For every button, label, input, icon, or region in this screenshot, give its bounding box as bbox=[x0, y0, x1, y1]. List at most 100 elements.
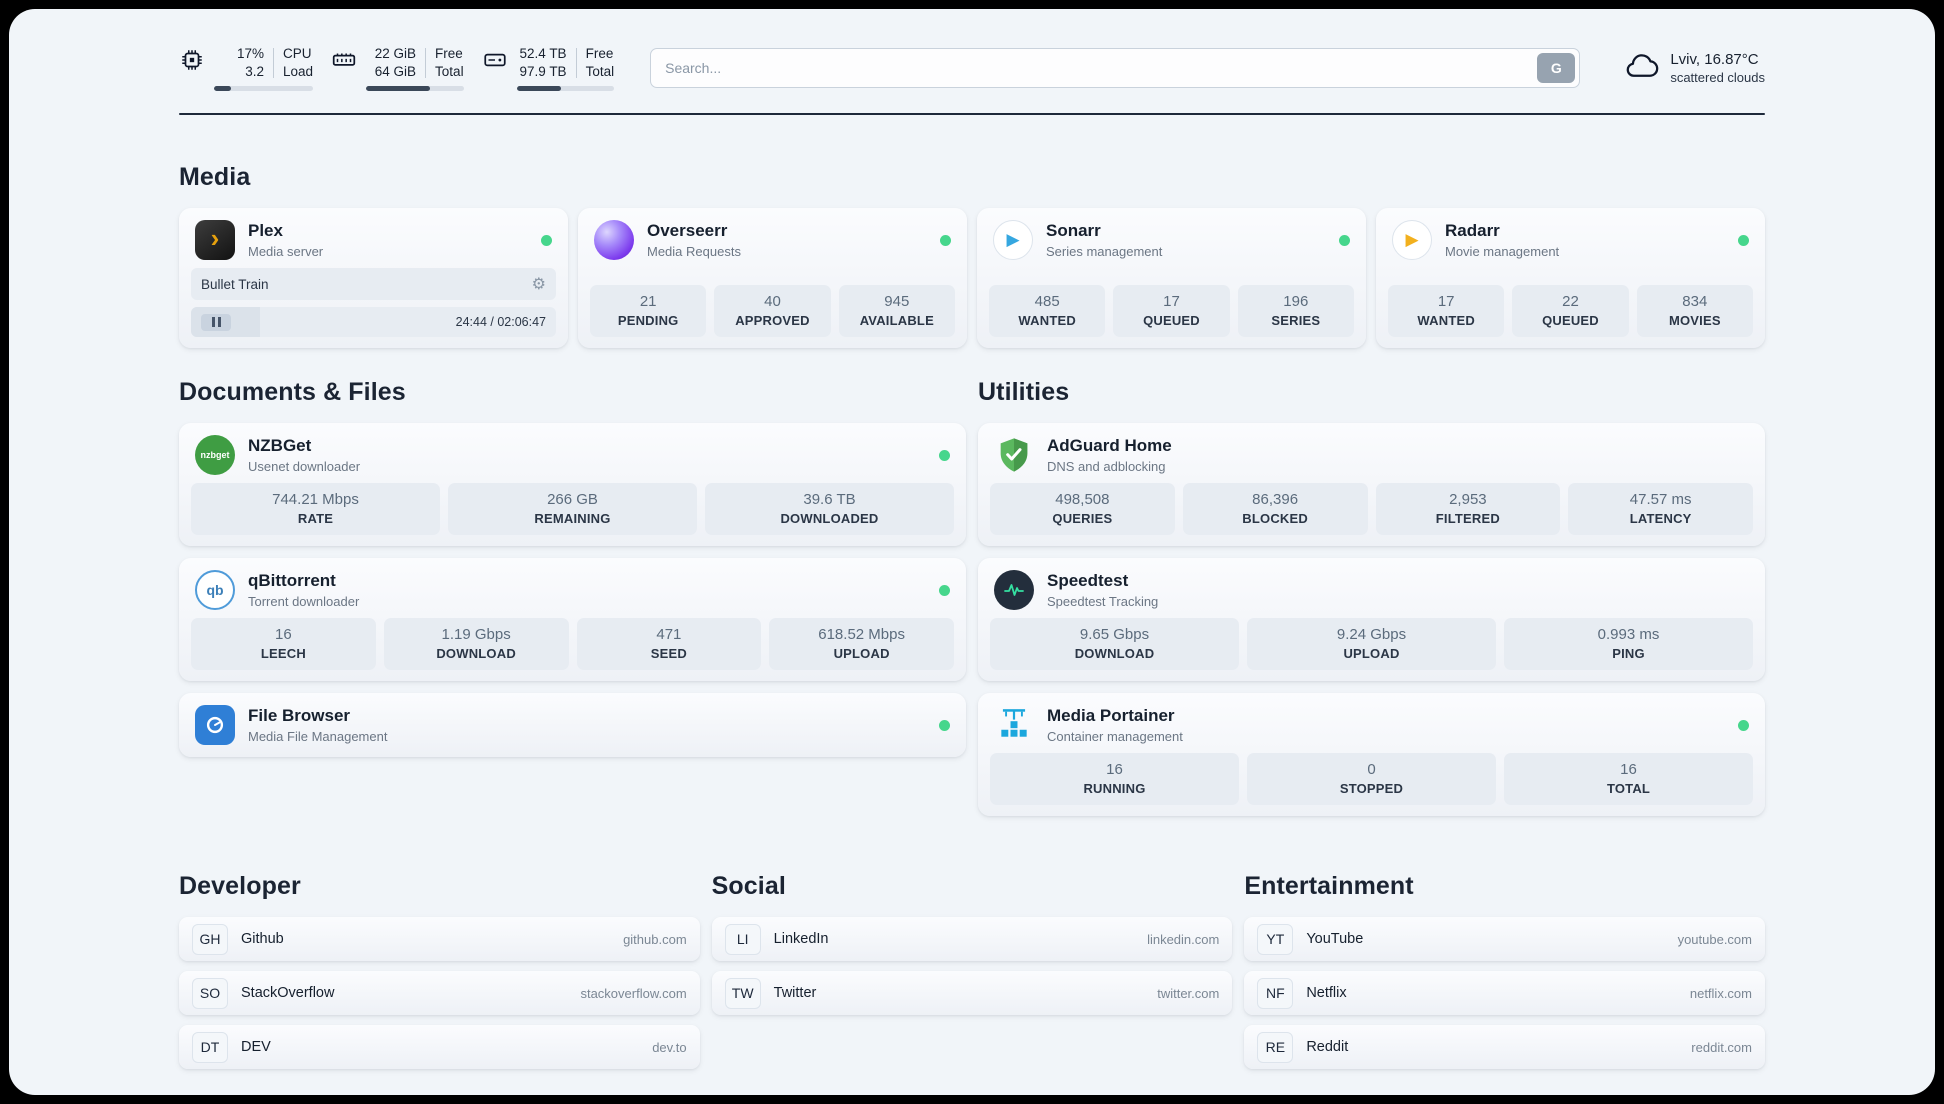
app-card-radarr[interactable]: ▶ Radarr Movie management 17 WANTED bbox=[1376, 208, 1765, 349]
bookmark-abbr: DT bbox=[192, 1031, 228, 1063]
app-subtitle: DNS and adblocking bbox=[1047, 459, 1166, 475]
stat-tile: 0.993 ms PING bbox=[1504, 618, 1753, 671]
bookmark-abbr: RE bbox=[1257, 1031, 1294, 1063]
app-card-sonarr[interactable]: ▶ Sonarr Series management 485 WANTED bbox=[977, 208, 1366, 349]
stat-tile: 834 MOVIES bbox=[1636, 285, 1753, 338]
bookmark-abbr: GH bbox=[192, 923, 228, 955]
memory-icon bbox=[331, 47, 357, 73]
stat-tile: 16 RUNNING bbox=[990, 753, 1239, 806]
social-section-title: Social bbox=[711, 872, 786, 901]
section-developer: Developer GH Github github.com SO StackO… bbox=[179, 872, 700, 1070]
top-bar: 17% 3.2 CPU Load bbox=[179, 45, 1765, 92]
section-entertainment: Entertainment YT YouTube youtube.com NF … bbox=[1244, 872, 1765, 1070]
media-section-title: Media bbox=[179, 163, 251, 192]
filebrowser-icon bbox=[195, 705, 235, 746]
bookmark-linkedin[interactable]: LI LinkedIn linkedin.com bbox=[711, 917, 1233, 962]
memory-progress-bar bbox=[366, 86, 464, 92]
search-engine-button[interactable]: G bbox=[1537, 53, 1576, 84]
header-divider bbox=[179, 113, 1765, 116]
cpu-load-value: 3.2 bbox=[245, 63, 264, 79]
stat-tile: 1.19 Gbps DOWNLOAD bbox=[383, 618, 569, 671]
bookmark-youtube[interactable]: YT YouTube youtube.com bbox=[1244, 917, 1765, 962]
stat-divider bbox=[425, 47, 427, 78]
stat-tile: 945 AVAILABLE bbox=[838, 285, 955, 338]
bookmark-name: YouTube bbox=[1306, 931, 1364, 948]
stat-tile: 471 SEED bbox=[576, 618, 762, 671]
bookmark-reddit[interactable]: RE Reddit reddit.com bbox=[1244, 1025, 1765, 1070]
sonarr-icon: ▶ bbox=[993, 220, 1033, 261]
section-media: Media › Plex Media server Bullet Tr bbox=[179, 163, 1765, 349]
settings-gear-icon[interactable]: ⚙ bbox=[531, 276, 546, 294]
cpu-usage-widget: 17% 3.2 CPU Load bbox=[179, 45, 314, 92]
app-card-plex[interactable]: › Plex Media server Bullet Train ⚙ bbox=[179, 208, 568, 349]
status-dot bbox=[541, 234, 552, 246]
disk-free-label: Free bbox=[585, 46, 614, 61]
stat-divider bbox=[273, 47, 274, 78]
portainer-icon bbox=[994, 705, 1034, 745]
radarr-icon: ▶ bbox=[1392, 220, 1432, 261]
weather-location: Lviv, 16.87°C bbox=[1670, 51, 1759, 69]
weather-widget: Lviv, 16.87°C scattered clouds bbox=[1624, 48, 1765, 89]
app-name: Overseerr bbox=[647, 221, 728, 241]
stat-divider bbox=[575, 47, 577, 78]
bookmark-url: netflix.com bbox=[1689, 985, 1752, 1001]
app-name: Sonarr bbox=[1046, 221, 1101, 241]
app-name: Speedtest bbox=[1047, 571, 1129, 591]
cloud-icon bbox=[1624, 48, 1660, 89]
bookmark-twitter[interactable]: TW Twitter twitter.com bbox=[711, 971, 1233, 1016]
memory-free-label: Free bbox=[435, 46, 463, 61]
app-card-qbittorrent[interactable]: qb qBittorrent Torrent downloader 16 bbox=[179, 558, 966, 682]
status-dot bbox=[939, 719, 950, 731]
bookmark-netflix[interactable]: NF Netflix netflix.com bbox=[1244, 971, 1765, 1016]
now-playing-row: Bullet Train ⚙ bbox=[191, 268, 556, 301]
search-input[interactable] bbox=[650, 48, 1581, 89]
status-dot bbox=[1339, 234, 1350, 246]
app-name: Plex bbox=[248, 221, 283, 241]
bookmark-name: Reddit bbox=[1306, 1039, 1349, 1056]
pause-button[interactable] bbox=[201, 313, 231, 331]
stat-tile: 618.52 Mbps UPLOAD bbox=[769, 618, 954, 671]
section-utilities: Utilities AdGuard Home DNS and adblockin… bbox=[978, 378, 1765, 817]
app-subtitle: Container management bbox=[1047, 729, 1183, 745]
cpu-icon bbox=[179, 47, 205, 73]
bookmark-url: stackoverflow.com bbox=[580, 985, 687, 1001]
bookmark-stackoverflow[interactable]: SO StackOverflow stackoverflow.com bbox=[179, 971, 700, 1016]
disk-progress-bar bbox=[516, 86, 615, 92]
disk-usage-widget: 52.4 TB 97.9 TB Free Total bbox=[482, 45, 615, 92]
app-card-adguard[interactable]: AdGuard Home DNS and adblocking 498,508 … bbox=[978, 423, 1765, 547]
app-subtitle: Series management bbox=[1046, 244, 1163, 260]
utilities-section-title: Utilities bbox=[978, 378, 1070, 407]
bookmark-abbr: TW bbox=[724, 977, 761, 1009]
disk-total-value: 97.9 TB bbox=[519, 63, 567, 79]
stat-tile: 39.6 TB DOWNLOADED bbox=[705, 483, 954, 536]
app-card-overseerr[interactable]: Overseerr Media Requests 21 PENDING bbox=[578, 208, 967, 349]
app-subtitle: Speedtest Tracking bbox=[1047, 594, 1159, 610]
app-card-portainer[interactable]: Media Portainer Container management 16 … bbox=[978, 693, 1765, 817]
qbittorrent-icon: qb bbox=[195, 570, 235, 611]
cpu-load-label: Load bbox=[283, 63, 314, 79]
nzbget-icon: nzbget bbox=[195, 435, 235, 476]
playback-progress-bar[interactable]: 24:44 / 02:06:47 bbox=[191, 307, 556, 338]
app-card-filebrowser[interactable]: File Browser Media File Management bbox=[179, 693, 966, 758]
app-card-nzbget[interactable]: nzbget NZBGet Usenet downloader 744.21 M… bbox=[179, 423, 966, 547]
app-subtitle: Media Requests bbox=[647, 244, 741, 260]
bookmark-abbr: YT bbox=[1257, 923, 1294, 955]
developer-section-title: Developer bbox=[179, 872, 301, 901]
bookmark-dev[interactable]: DT DEV dev.to bbox=[179, 1025, 700, 1070]
bookmark-name: Netflix bbox=[1306, 985, 1347, 1002]
status-dot bbox=[939, 449, 950, 461]
app-name: NZBGet bbox=[248, 436, 312, 456]
bookmark-github[interactable]: GH Github github.com bbox=[179, 917, 700, 962]
status-dot bbox=[1738, 719, 1749, 731]
app-card-speedtest[interactable]: Speedtest Speedtest Tracking 9.65 Gbps D… bbox=[978, 558, 1765, 682]
entertainment-section-title: Entertainment bbox=[1244, 872, 1414, 901]
memory-free-value: 22 GiB bbox=[374, 46, 417, 61]
stat-tile: 16 LEECH bbox=[191, 618, 376, 671]
stat-tile: 266 GB REMAINING bbox=[448, 483, 697, 536]
bookmark-abbr: LI bbox=[724, 923, 761, 955]
bookmark-name: Github bbox=[241, 931, 284, 948]
stat-tile: 47.57 ms LATENCY bbox=[1568, 483, 1753, 536]
memory-total-label: Total bbox=[435, 63, 464, 79]
speedtest-icon bbox=[994, 570, 1034, 611]
app-name: File Browser bbox=[248, 706, 351, 726]
